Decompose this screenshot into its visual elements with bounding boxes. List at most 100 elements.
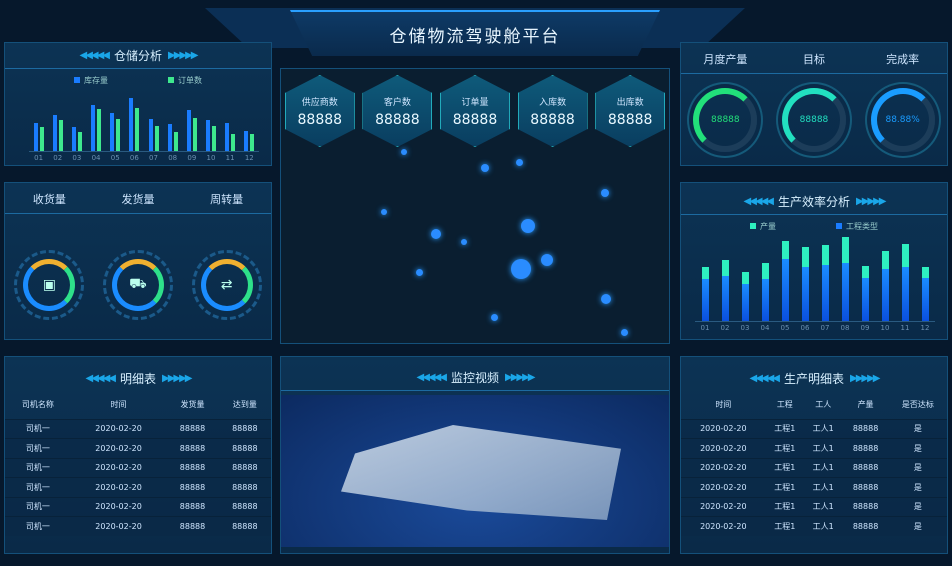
bar-group bbox=[244, 90, 255, 151]
table-cell: 2020-02-20 bbox=[681, 496, 766, 517]
table-row[interactable]: 2020-02-20 工程1 工人1 88888 是 bbox=[681, 438, 947, 458]
table-cell: 是 bbox=[888, 438, 947, 458]
stacked-bar bbox=[861, 265, 869, 321]
table-cell: 工人1 bbox=[804, 418, 843, 439]
bar-orders bbox=[58, 120, 63, 151]
kpi-card: 供应商数 88888 bbox=[284, 75, 355, 147]
map-location-dot[interactable] bbox=[461, 239, 467, 245]
column-header: 是否达标 bbox=[901, 400, 934, 410]
table-cell: 88888 bbox=[842, 418, 889, 439]
table-row[interactable]: 2020-02-20 工程1 工人1 88888 是 bbox=[681, 496, 947, 517]
table-cell: 工人1 bbox=[804, 496, 843, 517]
table-cell: 88888 bbox=[218, 457, 271, 478]
table-cell: 2020-02-20 bbox=[70, 516, 167, 536]
map-location-dot[interactable] bbox=[601, 294, 611, 304]
table-header: 时间 工程 工人 产量 是否达标 bbox=[681, 391, 947, 419]
map-location-dot[interactable] bbox=[621, 329, 628, 336]
x-tick-label: 12 bbox=[920, 324, 930, 332]
tab-0[interactable]: 收货量 bbox=[5, 191, 94, 214]
bar-project-type bbox=[901, 266, 909, 321]
gauge-label: 完成率 bbox=[858, 51, 948, 74]
table-cell: 2020-02-20 bbox=[681, 477, 766, 497]
legend-item: 库存量 bbox=[74, 75, 108, 86]
gauge-ring: 88888 bbox=[781, 88, 846, 152]
table-row[interactable]: 司机一 2020-02-20 88888 88888 bbox=[5, 418, 271, 439]
map-location-dot[interactable] bbox=[601, 189, 609, 197]
column-header: 司机名称 bbox=[21, 400, 54, 410]
surveillance-video[interactable] bbox=[281, 395, 669, 547]
map-location-dot[interactable] bbox=[401, 149, 407, 155]
table-row[interactable]: 2020-02-20 工程1 工人1 88888 是 bbox=[681, 457, 947, 478]
storage-bar-chart bbox=[29, 90, 259, 152]
map-location-dot[interactable] bbox=[431, 229, 441, 239]
efficiency-bar-chart bbox=[695, 236, 935, 322]
map-location-dot[interactable] bbox=[491, 314, 498, 321]
truck-icon: ⛟ bbox=[111, 259, 164, 311]
bar-project-type bbox=[821, 265, 829, 321]
column-header: 发货量 bbox=[180, 400, 205, 410]
box-icon: ▣ bbox=[23, 259, 76, 311]
table-row[interactable]: 2020-02-20 工程1 工人1 88888 是 bbox=[681, 477, 947, 497]
table-row[interactable]: 司机一 2020-02-20 88888 88888 bbox=[5, 477, 271, 497]
stacked-bar bbox=[761, 263, 769, 321]
x-tick-label: 01 bbox=[34, 154, 44, 162]
table-cell: 2020-02-20 bbox=[681, 516, 766, 536]
detail-table-panel: ◀◀◀◀◀ 明细表 ▶▶▶▶▶ 司机名称 时间 发货量 达到量 司机一 2020-02-20 8… bbox=[4, 356, 272, 554]
bar-orders bbox=[116, 118, 121, 151]
map-location-dot[interactable] bbox=[541, 254, 553, 266]
legend-item: 工程类型 bbox=[836, 221, 878, 232]
tab-1[interactable]: 发货量 bbox=[93, 191, 183, 214]
bar-orders bbox=[211, 126, 216, 151]
map-panel[interactable]: 供应商数 88888 客户数 88888 订单量 88888 入库数 88888 出库数 8888… bbox=[280, 68, 670, 344]
kpi-label: 出库数 bbox=[616, 97, 644, 108]
bar-orders bbox=[173, 132, 178, 151]
panel-title: 仓储分析 bbox=[113, 49, 162, 63]
bar-output bbox=[821, 245, 829, 265]
table-row[interactable]: 2020-02-20 工程1 工人1 88888 是 bbox=[681, 418, 947, 439]
x-tick-label: 10 bbox=[206, 154, 216, 162]
bar-group bbox=[205, 90, 216, 151]
table-cell: 2020-02-20 bbox=[70, 496, 167, 517]
bar-project-type bbox=[861, 277, 869, 321]
bar-stock bbox=[71, 127, 76, 151]
production-gauges-panel: 月度产量 目标 完成率 88888 88888 88.88% bbox=[680, 42, 948, 166]
table-cell: 2020-02-20 bbox=[70, 438, 167, 458]
map-location-dot[interactable] bbox=[511, 259, 531, 279]
map-location-dot[interactable] bbox=[521, 219, 535, 233]
table-row[interactable]: 司机一 2020-02-20 88888 88888 bbox=[5, 496, 271, 517]
table-row[interactable]: 2020-02-20 工程1 工人1 88888 是 bbox=[681, 516, 947, 536]
efficiency-panel: ◀◀◀◀◀ 生产效率分析 ▶▶▶▶▶ 产量 工程类型 01 02 03 04 05 06 07 08… bbox=[680, 182, 948, 340]
map-location-dot[interactable] bbox=[416, 269, 423, 276]
panel-title: 生产效率分析 bbox=[777, 195, 850, 209]
map-location-dot[interactable] bbox=[516, 159, 523, 166]
kpi-card: 订单量 88888 bbox=[439, 75, 510, 147]
bar-stock bbox=[225, 123, 230, 151]
gauge-value: 88888 bbox=[711, 115, 740, 125]
bar-project-type bbox=[781, 258, 789, 321]
table-row[interactable]: 司机一 2020-02-20 88888 88888 bbox=[5, 457, 271, 478]
table-row[interactable]: 司机一 2020-02-20 88888 88888 bbox=[5, 438, 271, 458]
table-cell: 88888 bbox=[166, 496, 219, 517]
table-row[interactable]: 司机一 2020-02-20 88888 88888 bbox=[5, 516, 271, 536]
column-header: 产量 bbox=[857, 400, 874, 410]
x-tick-label: 05 bbox=[110, 154, 120, 162]
bar-orders bbox=[231, 133, 236, 151]
ring-gauge: ⛟ bbox=[102, 250, 173, 320]
table-cell: 88888 bbox=[218, 516, 271, 536]
delivery-panel: 收货量 发货量 周转量 ▣ ⛟ ⇄ bbox=[4, 182, 272, 340]
column-header: 达到量 bbox=[232, 400, 257, 410]
kpi-card: 入库数 88888 bbox=[517, 75, 588, 147]
x-tick-label: 06 bbox=[800, 324, 810, 332]
bar-group bbox=[71, 90, 82, 151]
ring-gauge: ▣ bbox=[14, 250, 85, 320]
table-cell: 工人1 bbox=[804, 477, 843, 497]
table-cell: 工人1 bbox=[804, 457, 843, 478]
bar-stock bbox=[129, 98, 134, 151]
map-location-dot[interactable] bbox=[481, 164, 489, 172]
stacked-bar bbox=[701, 267, 709, 321]
map-location-dot[interactable] bbox=[381, 209, 387, 215]
table-cell: 2020-02-20 bbox=[681, 438, 766, 458]
table-cell: 司机一 bbox=[5, 418, 71, 439]
table-cell: 88888 bbox=[842, 496, 889, 517]
tab-2[interactable]: 周转量 bbox=[182, 191, 272, 214]
